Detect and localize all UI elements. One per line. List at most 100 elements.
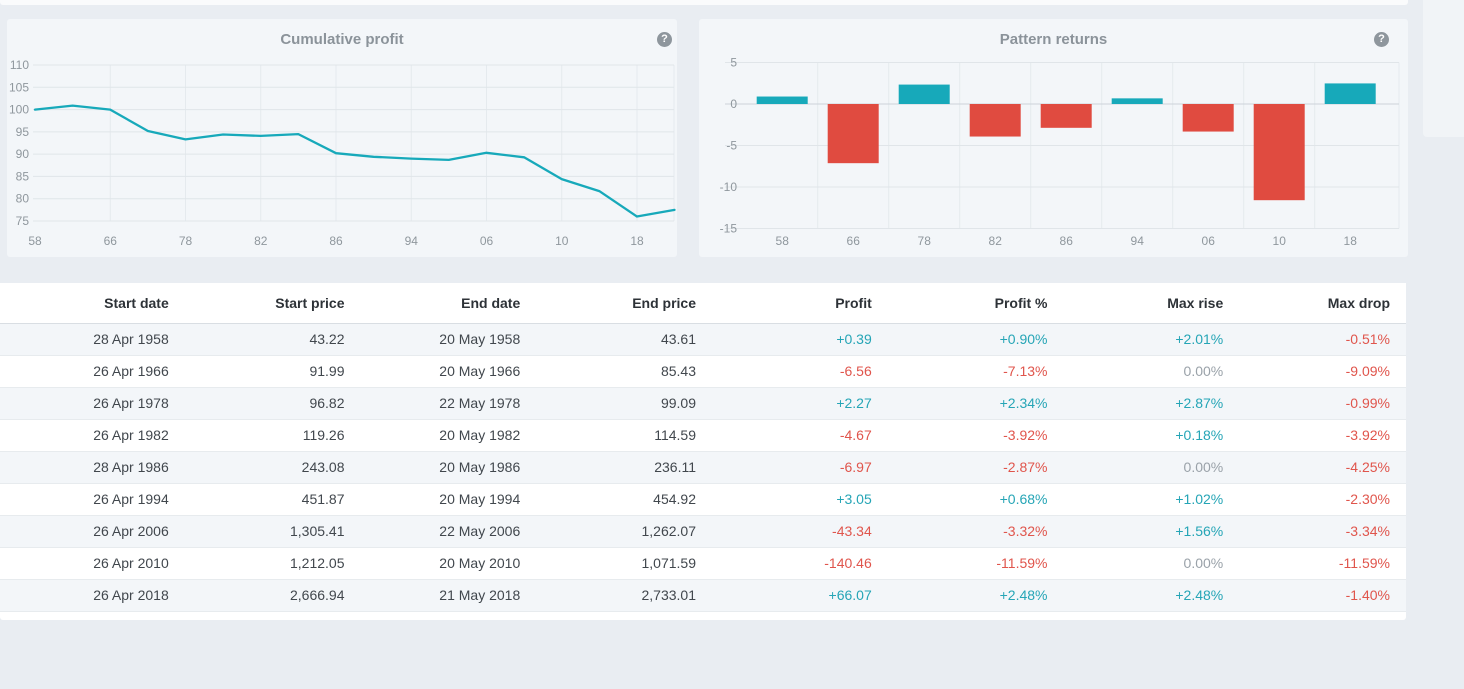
x-axis-tick-label: 58 [776, 234, 790, 248]
pattern-return-bar[interactable] [756, 96, 808, 104]
x-axis-tick-label: 78 [918, 234, 932, 248]
cumulative-profit-panel: Cumulative profit ? 110 105 100 95 90 85 80 75 5… [7, 19, 677, 257]
cell-max-drop: -9.09% [1230, 354, 1406, 387]
chart-title-cumulative-profit: Cumulative profit [280, 31, 404, 48]
cell-profit: -4.67 [703, 418, 879, 451]
cell-max-rise: +0.18% [1054, 418, 1231, 451]
cell-end-date: 20 May 1966 [351, 354, 528, 387]
top-panel-remnant [0, 0, 1408, 5]
cell-profit: -43.34 [703, 514, 879, 547]
x-axis-tick-label: 94 [1131, 234, 1145, 248]
pattern-return-bar[interactable] [969, 104, 1021, 137]
table-row[interactable]: 26 Apr 2010 1,212.05 20 May 2010 1,071.59 -1… [0, 546, 1406, 579]
table-row[interactable]: 26 Apr 1982 119.26 20 May 1982 114.59 -4.67-… [0, 418, 1406, 451]
column-header-end-date[interactable]: End date [351, 283, 528, 324]
y-axis-tick-label: 100 [9, 103, 29, 117]
y-axis-tick-label: 110 [10, 58, 29, 72]
cell-profit: -7.13% [878, 354, 1055, 387]
cell-max-drop: -3.34% [1230, 514, 1406, 547]
pattern-return-bar[interactable] [1111, 98, 1163, 104]
cell-start-date: 26 Apr 2018 [0, 578, 176, 612]
cell-end-price: 114.59 [527, 418, 703, 451]
cell-max-drop: -11.59% [1230, 546, 1406, 579]
cell-start-date: 26 Apr 2006 [0, 514, 176, 547]
pattern-return-bar[interactable] [1253, 104, 1305, 201]
pattern-returns-chart[interactable]: 5 0 -5 -10 -15 58 66 78 82 86 94 06 10 18 [699, 19, 1408, 257]
cell-max-rise: 0.00% [1054, 546, 1231, 579]
cell-max-rise: +1.02% [1054, 482, 1231, 515]
patterns-table-grid: Start date Start price End date End price Pr… [0, 283, 1406, 612]
column-header-max-rise[interactable]: Max rise [1054, 283, 1231, 324]
cell-end-price: 85.43 [527, 354, 703, 387]
pattern-return-bar[interactable] [898, 84, 950, 104]
x-axis-tick-label: 06 [1202, 234, 1216, 248]
y-axis-tick-label: 75 [16, 214, 30, 228]
cell-start-price: 1,212.05 [175, 546, 352, 579]
help-icon[interactable]: ? [1374, 32, 1389, 47]
cell-profit: +66.07 [703, 578, 879, 612]
table-row[interactable]: 26 Apr 2018 2,666.94 21 May 2018 2,733.01 +6… [0, 578, 1406, 612]
cell-max-rise: +2.87% [1054, 386, 1231, 419]
cumulative-profit-line[interactable] [33, 104, 676, 218]
help-icon[interactable]: ? [657, 32, 672, 47]
cell-end-date: 20 May 1994 [351, 482, 528, 515]
column-header-max-drop[interactable]: Max drop [1230, 283, 1406, 324]
cumulative-profit-chart[interactable]: 110 105 100 95 90 85 80 75 58 66 78 82 86 94 06 10 18 [7, 19, 677, 257]
pattern-return-bar[interactable] [1040, 104, 1092, 128]
column-header-end-price[interactable]: End price [527, 283, 703, 324]
table-row[interactable]: 26 Apr 1994 451.87 20 May 1994 454.92 +3.05 +… [0, 482, 1406, 515]
cell-max-drop: -0.51% [1345, 331, 1390, 347]
column-header-start-price[interactable]: Start price [175, 283, 352, 324]
table-row[interactable]: 26 Apr 1966 91.99 20 May 1966 85.43 -6.56 -7.… [0, 354, 1406, 387]
right-panel-remnant [1423, 0, 1464, 137]
table-row[interactable]: 28 Apr 1986 243.08 20 May 1986 236.11 -6.97-… [0, 450, 1406, 483]
x-axis-tick-label: 82 [989, 234, 1003, 248]
horizontal-gridlines [33, 64, 674, 222]
cell-end-date: 20 May 2010 [351, 546, 528, 579]
pattern-return-bar[interactable] [1324, 83, 1376, 104]
cell-max-rise: +1.56% [1054, 514, 1231, 547]
pattern-return-bar[interactable] [1182, 104, 1234, 132]
y-axis-tick-label: -5 [726, 139, 737, 153]
cell-max-drop: -1.40% [1230, 578, 1406, 612]
cell-start-price: 43.22 [309, 331, 345, 347]
cell-start-date: 28 Apr 1958 [93, 331, 169, 347]
cell-max-drop: -0.99% [1230, 386, 1406, 419]
cell-end-price: 43.61 [660, 331, 696, 347]
cell-profit: -140.46 [703, 546, 879, 579]
x-axis-tick-label: 66 [847, 234, 861, 248]
table-row[interactable]: 28 Apr 1958 43.22 20 May 1958 43.61 +0.39 +0.… [0, 323, 1406, 355]
x-axis-tick-label: 66 [104, 234, 118, 248]
cell-start-date: 28 Apr 1986 [0, 450, 176, 483]
patterns-table: Start date Start price End date End price Pr… [0, 283, 1406, 620]
cell-start-price: 2,666.94 [175, 578, 352, 612]
cell-max-drop: -4.25% [1230, 450, 1406, 483]
vertical-gridlines [109, 65, 675, 221]
x-axis-tick-label: 10 [555, 234, 569, 248]
cell-end-price: 236.11 [527, 450, 703, 483]
cell-profit: -3.92% [878, 418, 1055, 451]
table-row[interactable]: 26 Apr 1978 96.82 22 May 1978 99.09 +2.27 +2.… [0, 386, 1406, 419]
column-header-profit[interactable]: Profit [703, 283, 879, 324]
x-axis-tick-label: 58 [28, 234, 42, 248]
cell-end-date: 22 May 1978 [351, 386, 528, 419]
cell-end-price: 99.09 [527, 386, 703, 419]
y-axis-tick-label: 5 [730, 56, 737, 70]
cell-start-price: 243.08 [175, 450, 352, 483]
cell-profit: +0.39 [836, 331, 872, 347]
table-row[interactable]: 26 Apr 2006 1,305.41 22 May 2006 1,262.07 -4… [0, 514, 1406, 547]
cell-start-price: 91.99 [175, 354, 352, 387]
cell-start-price: 1,305.41 [175, 514, 352, 547]
pattern-return-bar[interactable] [827, 104, 879, 164]
column-header-start-date[interactable]: Start date [0, 283, 176, 324]
cell-start-date: 26 Apr 1966 [0, 354, 176, 387]
column-header-profit[interactable]: Profit % [878, 283, 1055, 324]
x-axis-tick-label: 78 [179, 234, 193, 248]
cell-start-price: 119.26 [175, 418, 352, 451]
cell-profit: -2.87% [878, 450, 1055, 483]
y-axis-tick-label: 90 [16, 147, 30, 161]
cell-profit: +2.34% [878, 386, 1055, 419]
cell-profit: +2.27 [703, 386, 879, 419]
cell-end-date: 21 May 2018 [351, 578, 528, 612]
